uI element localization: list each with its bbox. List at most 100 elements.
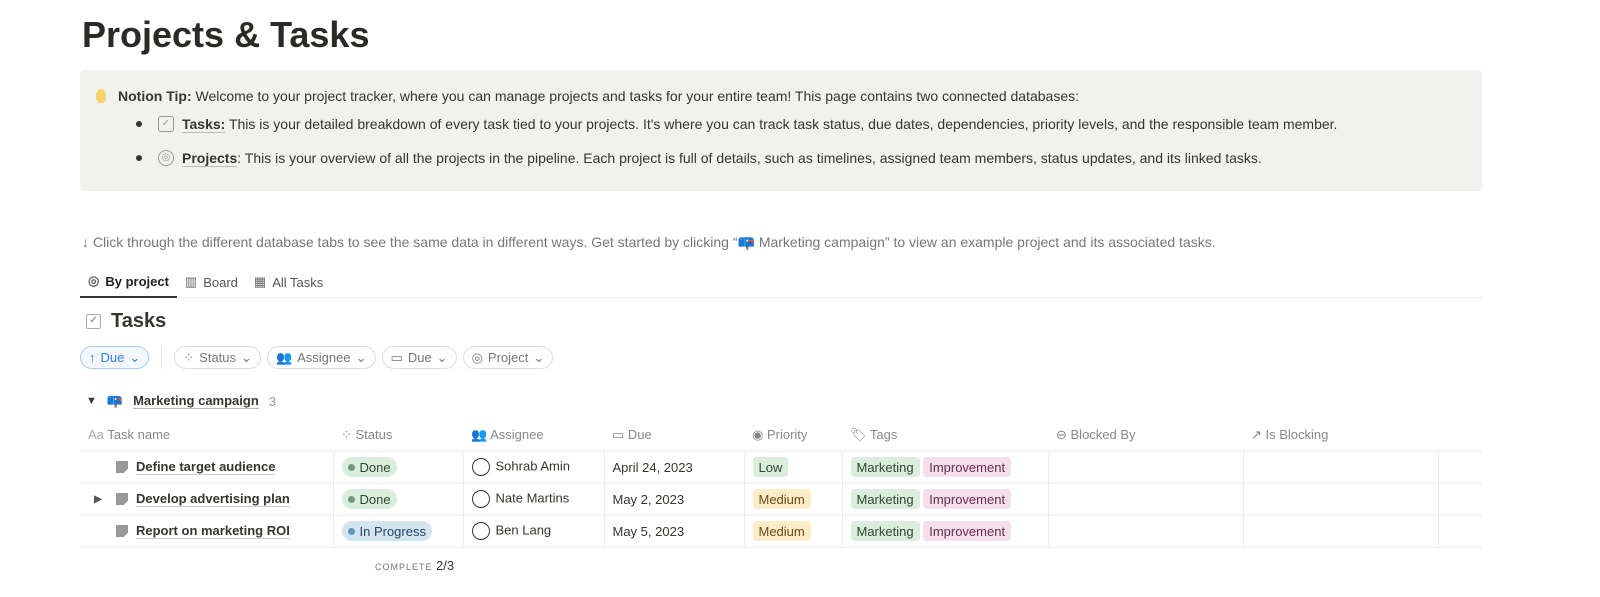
tasks-table: Aa Task name ⁘ Status 👥 Assignee ▭ Due ◉… [80, 419, 1482, 548]
task-name-cell[interactable]: Define target audience [80, 451, 334, 484]
blocked-by-cell[interactable] [1048, 483, 1244, 516]
col-status[interactable]: ⁘ Status [333, 419, 463, 452]
col-extra [1438, 419, 1482, 452]
task-name-cell[interactable]: ▶ Develop advertising plan [80, 483, 334, 516]
filter-status[interactable]: ⁘ Status ⌄ [174, 346, 261, 369]
status-badge: Done [341, 489, 397, 509]
tag-badge: Improvement [923, 489, 1012, 509]
tag-badge: Improvement [923, 457, 1012, 477]
table-row[interactable]: Define target audience Done Sohrab Amin … [80, 451, 1482, 484]
mailbox-icon: 📪 [106, 393, 124, 408]
tab-board[interactable]: ▥ Board [184, 274, 238, 290]
hint-text: ↓ Click through the different database t… [82, 234, 1216, 250]
chevron-down-icon: ⌄ [533, 349, 545, 365]
divider [161, 346, 163, 369]
calendar-icon: ▭ [390, 349, 403, 365]
avatar [471, 458, 490, 476]
col-assignee[interactable]: 👥 Assignee [463, 419, 604, 452]
assignee-name: Sohrab Amin [495, 458, 570, 474]
col-priority[interactable]: ◉ Priority [744, 419, 842, 452]
status-cell[interactable]: Done [333, 451, 464, 484]
is-blocking-cell[interactable] [1243, 515, 1439, 548]
expand-toggle-icon[interactable]: ▶ [94, 493, 102, 505]
bullet-projects: ◎ Projects: This is your overview of all… [136, 150, 1262, 167]
due-cell[interactable]: May 2, 2023 [604, 483, 745, 516]
extra-cell [1438, 515, 1482, 548]
bullet-tasks: ✓ Tasks: This is your detailed breakdown… [136, 116, 1337, 133]
table-row[interactable]: Report on marketing ROI In Progress Ben … [80, 515, 1482, 548]
projects-link[interactable]: Projects [182, 150, 238, 167]
checkbox-icon: ✓ [86, 314, 101, 329]
priority-badge: Low [752, 457, 789, 477]
status-icon: ⁘ [183, 349, 195, 365]
assignee-name: Ben Lang [495, 522, 552, 538]
priority-cell[interactable]: Medium [744, 483, 843, 516]
complete-summary: COMPLETE 2/3 [375, 558, 455, 573]
priority-badge: Medium [752, 521, 811, 541]
collapse-toggle-icon[interactable]: ▼ [86, 395, 97, 407]
col-blocked-by[interactable]: ⊖ Blocked By [1048, 419, 1243, 452]
tags-cell[interactable]: Marketing Improvement [842, 451, 1049, 484]
page-icon [116, 525, 128, 537]
arrow-up-icon: ↑ [89, 350, 96, 365]
col-tags[interactable]: 🏷 Tags [842, 419, 1048, 452]
filter-project[interactable]: ◎ Project ⌄ [462, 346, 554, 369]
sort-due-button[interactable]: ↑ Due ⌄ [80, 346, 150, 369]
table-icon: ▦ [253, 274, 267, 289]
chevron-down-icon: ⌄ [355, 349, 367, 365]
tab-by-project[interactable]: ◎ By project [80, 266, 177, 298]
filter-assignee[interactable]: 👥 Assignee ⌄ [266, 346, 376, 369]
assignee-cell[interactable]: Ben Lang [463, 515, 605, 548]
blocked-by-cell[interactable] [1048, 515, 1244, 548]
target-link-icon: ◎ [158, 150, 174, 166]
page-icon [116, 461, 128, 473]
tag-badge: Marketing [850, 489, 920, 509]
callout-text: Welcome to your project tracker, where y… [191, 88, 1080, 104]
status-cell[interactable]: Done [333, 483, 464, 516]
avatar [471, 522, 490, 540]
tasks-link[interactable]: Tasks: [182, 116, 226, 133]
board-icon: ▥ [184, 274, 198, 289]
chevron-down-icon: ⌄ [129, 349, 141, 365]
task-name[interactable]: Define target audience [136, 459, 276, 475]
group-name[interactable]: Marketing campaign [133, 393, 259, 409]
task-name-cell[interactable]: Report on marketing ROI [80, 515, 334, 548]
col-task-name[interactable]: Aa Task name [80, 419, 333, 452]
assignee-name: Nate Martins [495, 490, 570, 506]
task-name[interactable]: Report on marketing ROI [136, 523, 290, 539]
tab-all-tasks[interactable]: ▦ All Tasks [253, 274, 324, 290]
filter-bar: ↑ Due ⌄ ⁘ Status ⌄ 👥 Assignee ⌄ ▭ Due ⌄ ◎ Project… [80, 346, 554, 369]
tag-badge: Marketing [850, 521, 920, 541]
assignee-cell[interactable]: Sohrab Amin [463, 451, 605, 484]
tag-badge: Marketing [850, 457, 920, 477]
is-blocking-cell[interactable] [1243, 483, 1439, 516]
tag-badge: Improvement [923, 521, 1012, 541]
group-count: 3 [268, 393, 277, 409]
task-name[interactable]: Develop advertising plan [136, 491, 290, 507]
table-row[interactable]: ▶ Develop advertising plan Done Nate Mart… [80, 483, 1482, 516]
col-due[interactable]: ▭ Due [604, 419, 744, 452]
tags-cell[interactable]: Marketing Improvement [842, 483, 1049, 516]
assignee-cell[interactable]: Nate Martins [463, 483, 605, 516]
avatar [471, 490, 490, 508]
blocked-by-cell[interactable] [1048, 451, 1244, 484]
due-cell[interactable]: May 5, 2023 [604, 515, 745, 548]
tags-cell[interactable]: Marketing Improvement [842, 515, 1049, 548]
extra-cell [1438, 483, 1482, 516]
chevron-down-icon: ⌄ [241, 349, 252, 365]
priority-cell[interactable]: Low [744, 451, 843, 484]
col-is-blocking[interactable]: ↗ Is Blocking [1243, 419, 1438, 452]
due-cell[interactable]: April 24, 2023 [604, 451, 745, 484]
notion-tip-callout: Notion Tip: Welcome to your project trac… [80, 70, 1482, 191]
priority-badge: Medium [752, 489, 811, 509]
is-blocking-cell[interactable] [1243, 451, 1439, 484]
database-title: ✓ Tasks [86, 310, 166, 333]
bullet-text: : This is your overview of all the proje… [237, 150, 1262, 166]
group-header: ▼ 📪 Marketing campaign 3 [86, 393, 276, 409]
people-icon: 👥 [275, 349, 293, 365]
filter-due[interactable]: ▭ Due ⌄ [381, 346, 457, 369]
chevron-down-icon: ⌄ [436, 349, 448, 365]
status-cell[interactable]: In Progress [333, 515, 464, 548]
checkbox-link-icon: ✓ [158, 116, 174, 132]
priority-cell[interactable]: Medium [744, 515, 843, 548]
